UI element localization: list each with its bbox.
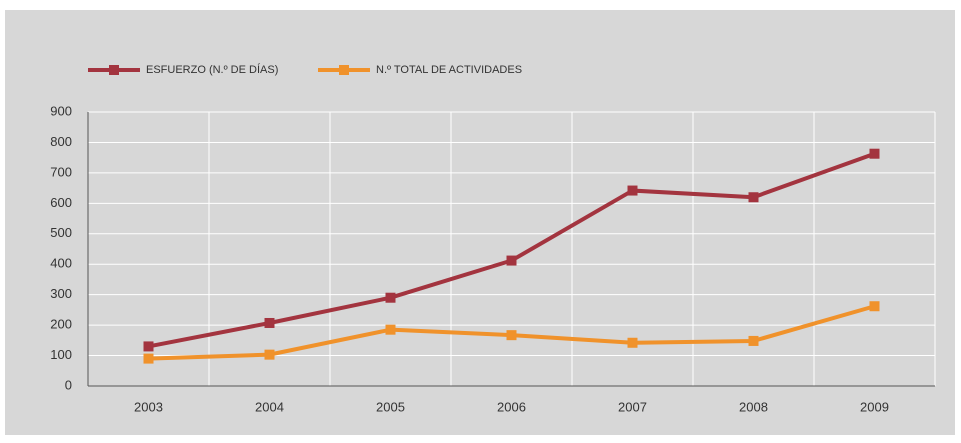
legend-label: N.º TOTAL DE ACTIVIDADES: [376, 64, 522, 76]
point-marker: [748, 335, 759, 346]
point-marker: [385, 324, 396, 335]
x-tick-label: 2008: [739, 399, 768, 414]
y-tick-label: 400: [50, 256, 72, 271]
point-marker: [264, 317, 275, 328]
point-marker: [869, 148, 880, 159]
legend-marker: [109, 65, 119, 75]
x-tick-label: 2004: [255, 399, 284, 414]
point-marker: [869, 301, 880, 312]
y-tick-label: 800: [50, 134, 72, 149]
y-tick-label: 900: [50, 103, 72, 118]
point-marker: [264, 349, 275, 360]
point-marker: [385, 292, 396, 303]
chart-background: [5, 10, 955, 435]
y-tick-label: 0: [65, 377, 72, 392]
y-tick-label: 200: [50, 317, 72, 332]
point-marker: [627, 337, 638, 348]
y-tick-label: 600: [50, 195, 72, 210]
x-tick-label: 2003: [134, 399, 163, 414]
y-tick-label: 100: [50, 347, 72, 362]
x-tick-label: 2005: [376, 399, 405, 414]
point-marker: [506, 330, 517, 341]
point-marker: [143, 353, 154, 364]
point-marker: [143, 341, 154, 352]
x-tick-label: 2009: [860, 399, 889, 414]
x-tick-label: 2007: [618, 399, 647, 414]
legend-label: ESFUERZO (N.º DE DÍAS): [146, 63, 278, 76]
y-tick-label: 500: [50, 225, 72, 240]
y-tick-label: 700: [50, 164, 72, 179]
point-marker: [748, 192, 759, 203]
point-marker: [627, 185, 638, 196]
point-marker: [506, 255, 517, 266]
x-tick-label: 2006: [497, 399, 526, 414]
y-tick-label: 300: [50, 286, 72, 301]
legend-marker: [339, 65, 349, 75]
